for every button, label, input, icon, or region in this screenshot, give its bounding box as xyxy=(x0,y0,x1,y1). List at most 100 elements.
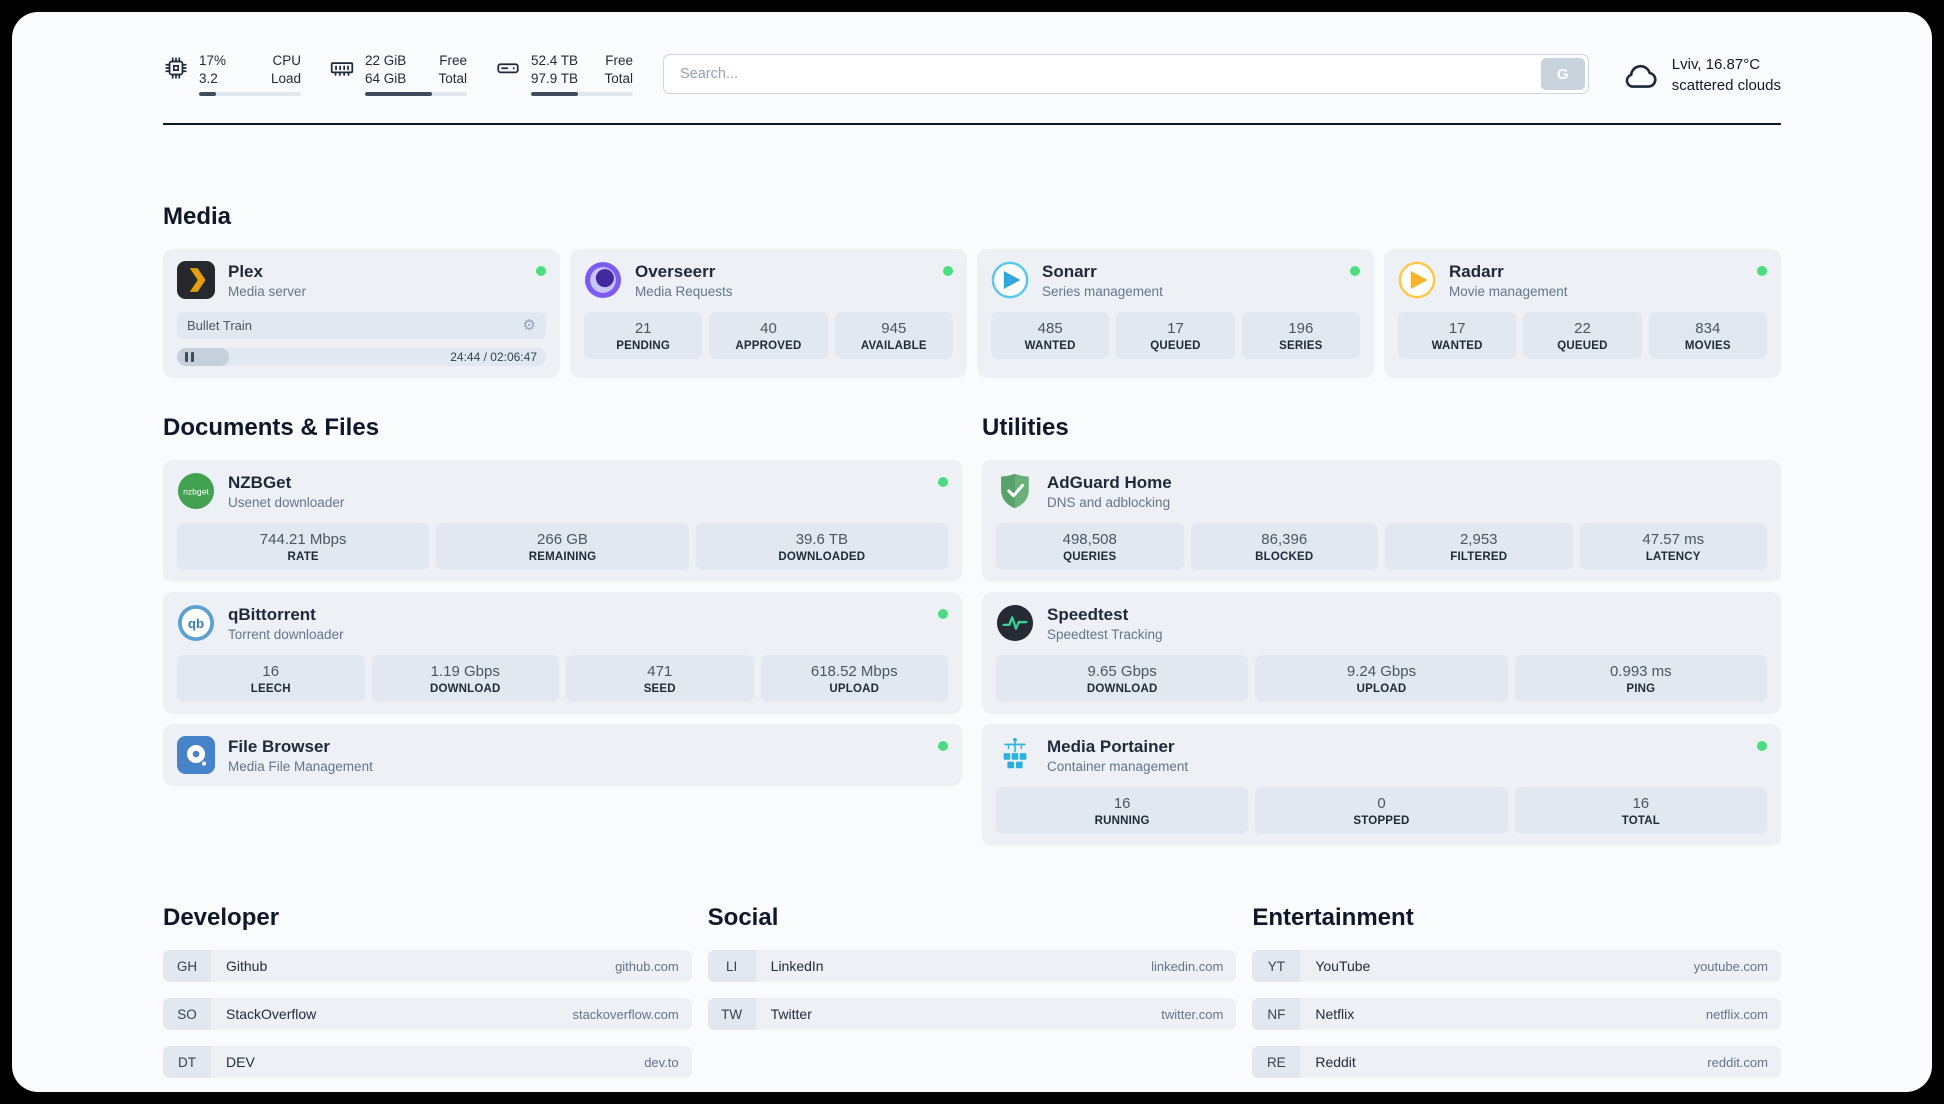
two-column-area: Documents & Files nzbget NZBGet Usenet d xyxy=(163,414,1781,846)
service-card-plex[interactable]: Plex Media server Bullet Train ⚙ xyxy=(163,249,560,378)
bookmark-youtube[interactable]: YT YouTube youtube.com xyxy=(1252,950,1781,982)
memory-usage-bar xyxy=(365,92,467,97)
bookmark-domain: dev.to xyxy=(644,1054,679,1070)
bookmark-abbr: SO xyxy=(163,998,211,1030)
service-header: Radarr Movie management xyxy=(1398,261,1767,299)
qbittorrent-icon: qb xyxy=(177,604,215,642)
bookmark-abbr: DT xyxy=(163,1046,211,1078)
stat: 9.65 Gbps DOWNLOAD xyxy=(996,655,1249,702)
bookmark-name: DEV xyxy=(226,1054,255,1070)
bookmark-dev[interactable]: DT DEV dev.to xyxy=(163,1046,692,1078)
service-header: Plex Media server xyxy=(177,261,546,299)
bookmark-stackoverflow[interactable]: SO StackOverflow stackoverflow.com xyxy=(163,998,692,1030)
memory-readout: 22 GiB Free 64 GiB Total xyxy=(365,52,467,97)
bookmark-group-social: Social LI LinkedIn linkedin.com TW Twitt… xyxy=(707,904,1237,1046)
service-card-qbittorrent[interactable]: qb qBittorrent Torrent downloader 16 LEE… xyxy=(163,592,962,714)
cpu-readout: 17% CPU 3.2 Load xyxy=(199,52,301,97)
stat: 16 RUNNING xyxy=(996,787,1249,834)
status-dot xyxy=(1350,266,1360,276)
service-description: Media server xyxy=(228,283,307,299)
now-playing-progress: 24:44 / 02:06:47 xyxy=(177,348,546,366)
stat: 21 PENDING xyxy=(584,312,703,359)
memory-widget: 22 GiB Free 64 GiB Total xyxy=(329,52,467,97)
bookmark-name: Reddit xyxy=(1315,1054,1356,1070)
weather-text: Lviv, 16.87°C scattered clouds xyxy=(1672,54,1781,96)
search-provider-button[interactable]: G xyxy=(1540,58,1585,90)
service-card-overseerr[interactable]: Overseerr Media Requests 21 PENDING 40 A… xyxy=(570,249,967,378)
bookmark-abbr: NF xyxy=(1252,998,1301,1030)
service-header: Media Portainer Container management xyxy=(996,736,1767,774)
search-input[interactable] xyxy=(663,54,1589,94)
service-name: Sonarr xyxy=(1042,261,1097,281)
service-card-portainer[interactable]: Media Portainer Container management 16 … xyxy=(982,724,1781,846)
service-description: Media File Management xyxy=(228,758,373,774)
service-card-radarr[interactable]: Radarr Movie management 17 WANTED 22 QUE… xyxy=(1384,249,1781,378)
stat: 22 QUEUED xyxy=(1523,312,1642,359)
gear-icon[interactable]: ⚙ xyxy=(522,317,536,334)
stat: 39.6 TB DOWNLOADED xyxy=(695,523,948,570)
memory-usage-bar-fill xyxy=(365,92,433,97)
bookmark-name: Twitter xyxy=(770,1006,812,1022)
bookmark-abbr: GH xyxy=(163,950,211,982)
service-description: Speedtest Tracking xyxy=(1047,626,1163,642)
service-card-speedtest[interactable]: Speedtest Speedtest Tracking 9.65 Gbps D… xyxy=(982,592,1781,714)
stat: 16 TOTAL xyxy=(1514,787,1767,834)
service-card-adguard[interactable]: AdGuard Home DNS and adblocking 498,508 … xyxy=(982,460,1781,582)
nzbget-icon: nzbget xyxy=(177,472,215,510)
service-card-sonarr[interactable]: Sonarr Series management 485 WANTED 17 Q… xyxy=(977,249,1374,378)
topbar: 17% CPU 3.2 Load xyxy=(163,12,1781,97)
bookmark-abbr: RE xyxy=(1252,1046,1301,1078)
service-stats: 744.21 Mbps RATE 266 GB REMAINING 39.6 T… xyxy=(177,523,948,570)
bookmark-github[interactable]: GH Github github.com xyxy=(163,950,692,982)
overseerr-icon xyxy=(584,261,622,299)
disk-readout: 52.4 TB Free 97.9 TB Total xyxy=(531,52,633,97)
disk-usage-bar xyxy=(531,92,633,97)
service-stats: 16 RUNNING 0 STOPPED 16 TOTAL xyxy=(996,787,1767,834)
disk-free-label: Free xyxy=(605,53,633,68)
service-meta: NZBGet Usenet downloader xyxy=(228,473,344,510)
service-description: Series management xyxy=(1042,283,1163,299)
bookmark-domain: youtube.com xyxy=(1693,958,1768,974)
stat: 9.24 Gbps UPLOAD xyxy=(1255,655,1508,702)
service-name: Overseerr xyxy=(635,261,716,281)
svg-text:nzbget: nzbget xyxy=(183,486,209,496)
resource-widgets: 17% CPU 3.2 Load xyxy=(163,52,633,97)
bookmark-twitter[interactable]: TW Twitter twitter.com xyxy=(707,998,1237,1030)
section-media: Media Plex Media server xyxy=(163,203,1781,378)
adguard-icon xyxy=(996,472,1034,510)
bookmark-linkedin[interactable]: LI LinkedIn linkedin.com xyxy=(707,950,1237,982)
cpu-usage-bar-fill xyxy=(199,92,217,97)
service-card-filebrowser[interactable]: File Browser Media File Management xyxy=(163,724,962,786)
section-title-documents: Documents & Files xyxy=(163,414,380,441)
service-meta: Speedtest Speedtest Tracking xyxy=(1047,605,1163,642)
cpu-label: CPU xyxy=(272,53,301,68)
service-description: Container management xyxy=(1047,758,1189,774)
service-meta: qBittorrent Torrent downloader xyxy=(228,605,344,642)
column-documents: Documents & Files nzbget NZBGet Usenet d xyxy=(163,414,962,786)
now-playing-progress-bar xyxy=(177,348,546,366)
service-name: Plex xyxy=(228,261,263,281)
stat: 1.19 Gbps DOWNLOAD xyxy=(371,655,559,702)
service-card-nzbget[interactable]: nzbget NZBGet Usenet downloader 744.21 M… xyxy=(163,460,962,582)
service-description: Usenet downloader xyxy=(228,494,345,510)
service-name: File Browser xyxy=(228,736,331,756)
now-playing-time: 24:44 / 02:06:47 xyxy=(450,350,537,364)
bookmark-domain: github.com xyxy=(615,958,679,974)
stat: 17 WANTED xyxy=(1398,312,1517,359)
speedtest-icon xyxy=(996,604,1034,642)
bookmark-name: Netflix xyxy=(1315,1006,1355,1022)
stat: 498,508 QUERIES xyxy=(996,523,1184,570)
bookmark-name: StackOverflow xyxy=(226,1006,317,1022)
status-dot xyxy=(536,266,546,276)
bookmark-reddit[interactable]: RE Reddit reddit.com xyxy=(1252,1046,1781,1078)
cloud-icon xyxy=(1619,55,1661,97)
status-dot xyxy=(938,741,948,751)
search: G xyxy=(663,54,1589,94)
service-name: Media Portainer xyxy=(1047,736,1175,756)
weather-location: Lviv, 16.87°C xyxy=(1671,55,1761,73)
service-header: Overseerr Media Requests xyxy=(584,261,953,299)
bookmark-netflix[interactable]: NF Netflix netflix.com xyxy=(1252,998,1781,1030)
bookmark-group-developer: Developer GH Github github.com SO StackO… xyxy=(163,904,692,1092)
stat: 485 WANTED xyxy=(991,312,1110,359)
stat: 40 APPROVED xyxy=(709,312,828,359)
